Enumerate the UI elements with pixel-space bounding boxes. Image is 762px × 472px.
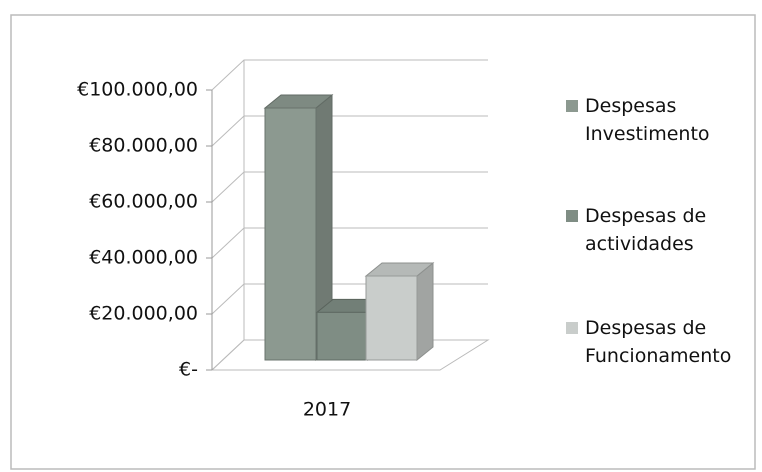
legend-label: Despesas de Funcionamento [585, 317, 732, 367]
grid-line [211, 59, 488, 91]
grid-line [211, 115, 488, 147]
legend-swatch [566, 322, 578, 334]
bar-side [416, 261, 434, 362]
y-tick-label: €60.000,00 [89, 191, 198, 213]
legend-swatch [566, 210, 578, 222]
y-tick-label: €- [179, 359, 198, 381]
legend-label: Despesas de actividades [585, 205, 707, 255]
bar [263, 93, 334, 362]
grid-line [211, 227, 488, 259]
bar-front [316, 311, 369, 361]
y-tick-label: €40.000,00 [89, 247, 198, 269]
grid-line [211, 171, 488, 203]
x-tick-label: 2017 [303, 399, 351, 421]
y-tick-label: €80.000,00 [89, 135, 198, 157]
bar-front [264, 107, 317, 361]
bar-front [365, 275, 418, 361]
chart-border [10, 14, 756, 470]
legend-label: Despesas Investimento [585, 95, 710, 145]
y-tick-label: €100.000,00 [77, 79, 198, 101]
bar [364, 261, 435, 362]
legend-swatch [566, 100, 578, 112]
y-tick-label: €20.000,00 [89, 303, 198, 325]
